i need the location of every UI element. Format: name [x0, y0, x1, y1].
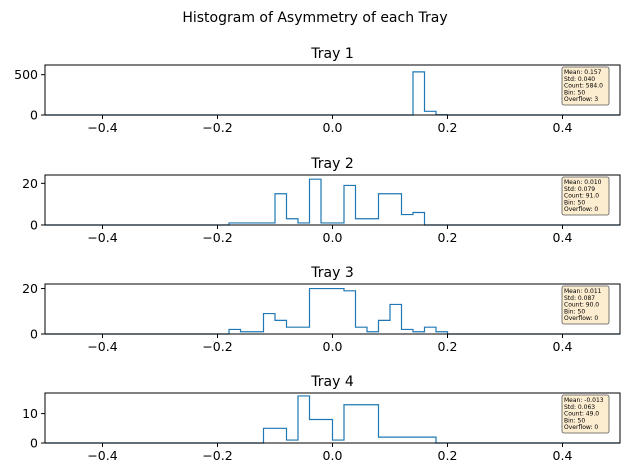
x-tick-label: 0.0 — [323, 339, 343, 354]
histogram-bin — [229, 329, 241, 334]
x-tick-label: −0.2 — [202, 339, 232, 354]
x-tick-label: 0.2 — [438, 120, 458, 135]
panel-title: Tray 4 — [310, 374, 354, 390]
histogram-bin — [390, 304, 402, 334]
x-tick-label: −0.4 — [87, 339, 117, 354]
histogram-outline — [45, 287, 620, 335]
stats-line: Bin: 50 — [564, 89, 585, 96]
histogram-bin — [379, 320, 391, 334]
histogram-bin — [298, 396, 310, 443]
stats-line: Bin: 50 — [564, 417, 585, 424]
stats-line: Mean: 0.157 — [564, 69, 602, 76]
stats-line: Bin: 50 — [564, 199, 585, 206]
panel-title: Tray 3 — [310, 265, 353, 281]
x-tick-label: 0.2 — [438, 230, 458, 245]
x-tick-label: 0.0 — [323, 120, 343, 135]
stats-box — [561, 394, 610, 434]
histogram-outline — [45, 395, 620, 444]
stats-line: Std: 0.079 — [564, 186, 595, 193]
histogram-bin — [402, 215, 414, 225]
histogram-bin — [379, 437, 391, 443]
x-tick-label: −0.2 — [202, 448, 232, 463]
stats-box — [561, 285, 610, 325]
y-tick-label: 20 — [22, 176, 38, 191]
stats-line: Std: 0.040 — [564, 76, 595, 83]
y-tick-label: 500 — [14, 67, 38, 82]
stats-line: Overflow: 3 — [564, 96, 598, 103]
histogram-bin — [413, 213, 425, 226]
histogram-bin — [344, 291, 356, 334]
histogram-bin — [425, 437, 437, 443]
histogram-bin — [344, 185, 356, 225]
axes-frame — [44, 283, 621, 335]
tray-panel-4: Tray 4 −0.4 −0.2 0.0 0.2 0.4 0 10 Mean: -0.013St… — [22, 374, 621, 463]
histogram-bin — [356, 327, 368, 334]
x-tick-label: 0.0 — [323, 448, 343, 463]
stats-line: Overflow: 0 — [564, 315, 598, 322]
y-tick-label: 0 — [30, 436, 38, 451]
histogram-bin — [402, 329, 414, 334]
stats-line: Count: 90.0 — [564, 302, 599, 309]
x-tick-label: 0.0 — [323, 230, 343, 245]
histogram-bin — [287, 327, 299, 334]
histogram-bin — [356, 219, 368, 225]
stats-line: Mean: 0.010 — [564, 179, 602, 186]
x-tick-label: 0.2 — [438, 339, 458, 354]
x-tick-label: 0.4 — [553, 448, 573, 463]
axes-frame — [44, 64, 621, 116]
histogram-bin — [287, 219, 299, 225]
stats-line: Overflow: 0 — [564, 206, 598, 213]
stats-box — [561, 66, 610, 106]
stats-line: Count: 91.0 — [564, 193, 599, 200]
histogram-bin — [425, 327, 437, 334]
y-tick-label: 10 — [22, 406, 38, 421]
y-tick-label: 0 — [30, 218, 38, 233]
axes-frame — [44, 174, 621, 226]
y-tick-label: 0 — [30, 108, 38, 123]
histogram-bin — [344, 405, 356, 443]
stats-line: Std: 0.063 — [564, 404, 595, 411]
figure-title: Histogram of Asymmetry of each Tray — [182, 10, 447, 26]
histogram-bin — [264, 314, 276, 334]
histogram-bin — [275, 320, 287, 334]
x-tick-label: 0.4 — [553, 230, 573, 245]
histogram-bin — [275, 194, 287, 225]
histogram-bin — [379, 194, 391, 225]
stats-box — [561, 176, 610, 216]
y-tick-label: 20 — [22, 281, 38, 296]
histogram-outline — [45, 71, 620, 116]
panel-title: Tray 2 — [310, 156, 353, 172]
stats-line: Overflow: 0 — [564, 424, 598, 431]
stats-line: Count: 49.0 — [564, 411, 599, 418]
tray-panel-1: Tray 1 −0.4 −0.2 0.0 0.2 0.4 0 500 Mean: 0.157St… — [14, 46, 621, 135]
x-tick-label: 0.2 — [438, 448, 458, 463]
stats-line: Mean: -0.013 — [564, 397, 604, 404]
stats-line: Count: 584.0 — [564, 83, 603, 90]
histogram-bin — [264, 428, 276, 443]
y-tick-label: 0 — [30, 327, 38, 342]
stats-line: Mean: 0.011 — [564, 288, 602, 295]
x-tick-label: 0.4 — [553, 339, 573, 354]
x-tick-label: −0.4 — [87, 448, 117, 463]
stats-line: Bin: 50 — [564, 308, 585, 315]
histogram-bin — [310, 289, 322, 334]
x-tick-label: −0.2 — [202, 230, 232, 245]
x-tick-label: −0.2 — [202, 120, 232, 135]
tray-panel-3: Tray 3 −0.4 −0.2 0.0 0.2 0.4 0 20 Mean: 0.011Std… — [22, 265, 621, 354]
x-tick-label: 0.4 — [553, 120, 573, 135]
histogram-bin — [310, 419, 322, 443]
histogram-bin — [413, 72, 425, 115]
stats-line: Std: 0.087 — [564, 295, 595, 302]
x-tick-label: −0.4 — [87, 120, 117, 135]
histogram-bin — [425, 111, 437, 115]
histogram-bin — [310, 179, 322, 225]
panel-title: Tray 1 — [310, 46, 353, 62]
x-tick-label: −0.4 — [87, 230, 117, 245]
tray-panel-2: Tray 2 −0.4 −0.2 0.0 0.2 0.4 0 20 Mean: 0.010Std… — [22, 156, 621, 245]
histogram-outline — [45, 178, 620, 226]
